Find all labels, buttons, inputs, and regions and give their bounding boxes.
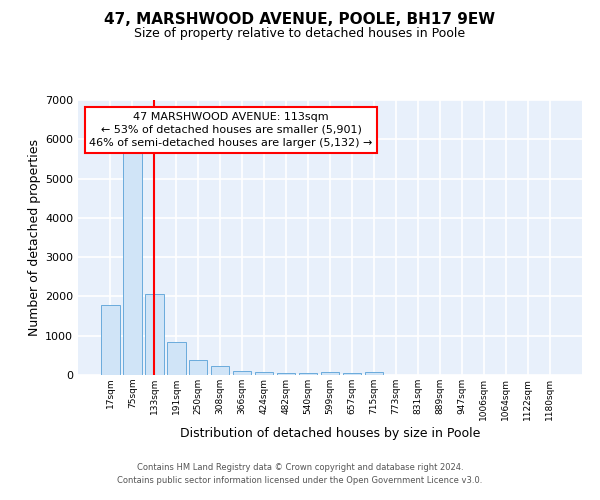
X-axis label: Distribution of detached houses by size in Poole: Distribution of detached houses by size … xyxy=(180,427,480,440)
Bar xyxy=(299,373,317,375)
Bar xyxy=(233,370,251,375)
Text: 47, MARSHWOOD AVENUE, POOLE, BH17 9EW: 47, MARSHWOOD AVENUE, POOLE, BH17 9EW xyxy=(104,12,496,28)
Bar xyxy=(145,294,164,375)
Bar xyxy=(101,305,119,375)
Bar xyxy=(255,372,274,375)
Bar xyxy=(277,373,295,375)
Bar xyxy=(320,372,340,375)
Text: 47 MARSHWOOD AVENUE: 113sqm
← 53% of detached houses are smaller (5,901)
46% of : 47 MARSHWOOD AVENUE: 113sqm ← 53% of det… xyxy=(89,112,373,148)
Bar xyxy=(211,366,229,375)
Y-axis label: Number of detached properties: Number of detached properties xyxy=(28,139,41,336)
Text: Contains public sector information licensed under the Open Government Licence v3: Contains public sector information licen… xyxy=(118,476,482,485)
Text: Size of property relative to detached houses in Poole: Size of property relative to detached ho… xyxy=(134,28,466,40)
Bar xyxy=(365,372,383,375)
Bar xyxy=(123,149,142,375)
Bar xyxy=(189,360,208,375)
Bar xyxy=(167,342,185,375)
Text: Contains HM Land Registry data © Crown copyright and database right 2024.: Contains HM Land Registry data © Crown c… xyxy=(137,464,463,472)
Bar xyxy=(343,374,361,375)
